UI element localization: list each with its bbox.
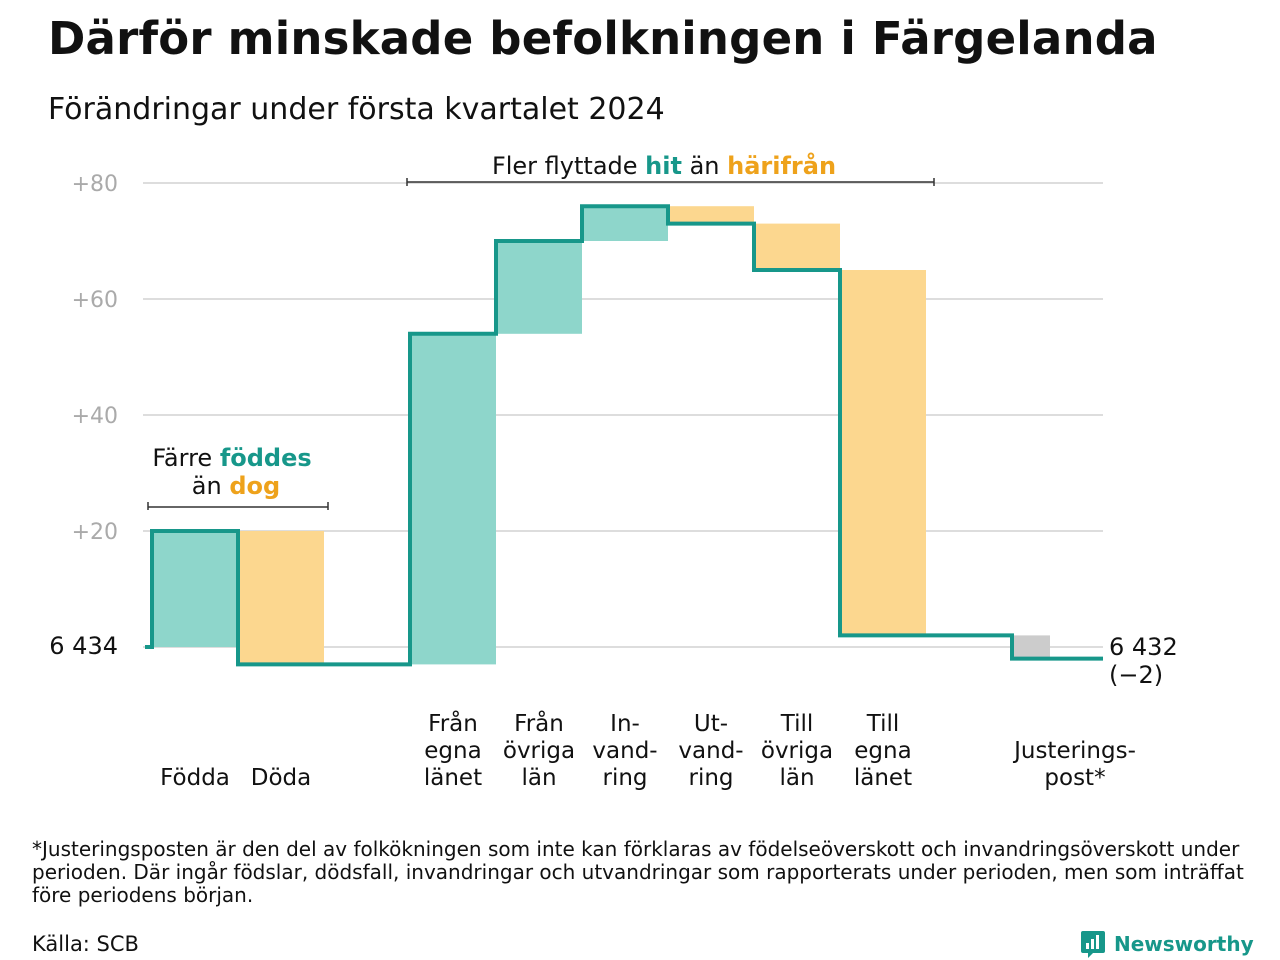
annotation-part: Färre — [152, 444, 220, 472]
category-label: Döda — [251, 765, 311, 791]
y-tick-label: +60 — [72, 288, 118, 313]
category-label: vand- — [592, 738, 657, 764]
annotation-part: föddes — [220, 444, 312, 472]
bar-in — [496, 241, 582, 334]
annotation-part: Fler flyttade — [492, 152, 645, 180]
category-label: Ut- — [694, 711, 728, 737]
category-label: vand- — [678, 738, 743, 764]
start-value-label: 6 434 — [49, 632, 118, 660]
category-label: länet — [424, 765, 482, 791]
brand-name: Newsworthy — [1114, 932, 1254, 956]
bar-out — [668, 206, 754, 224]
chart-subtitle: Förändringar under första kvartalet 2024 — [48, 92, 665, 127]
category-label: län — [521, 765, 556, 791]
category-label: Från — [428, 709, 478, 737]
running-total-line — [145, 204, 1103, 667]
annotation-part: hit — [645, 152, 682, 180]
bar-in — [152, 531, 238, 647]
annotation-part: dog — [229, 472, 280, 500]
category-label: egna — [424, 738, 481, 764]
category-label: post* — [1044, 765, 1105, 791]
brand[interactable]: Newsworthy — [1080, 929, 1254, 959]
running-total-path — [145, 204, 1103, 667]
category-label: län — [779, 765, 814, 791]
bar-out — [754, 223, 840, 270]
bar-in — [582, 206, 668, 241]
annotation-part: än — [192, 472, 230, 500]
end-value-label: 6 432 — [1109, 633, 1178, 661]
annotation-part: härifrån — [727, 151, 836, 180]
page-title: Därför minskade befolkningen i Färgeland… — [48, 12, 1158, 65]
newsworthy-logo-icon — [1081, 931, 1105, 958]
category-label: Födda — [160, 765, 230, 791]
bar-adjust — [1012, 635, 1050, 659]
category-label: egna — [854, 738, 911, 764]
y-tick-label: +80 — [72, 172, 118, 197]
category-label: övriga — [761, 738, 833, 764]
category-label: länet — [854, 765, 912, 791]
moves-bracket — [406, 178, 935, 186]
category-label: Till — [780, 711, 814, 737]
y-tick-label: +20 — [72, 520, 118, 545]
bars — [152, 206, 1050, 665]
category-label: Justerings- — [1012, 738, 1136, 764]
births-bracket — [147, 502, 329, 510]
end-change-label: (−2) — [1109, 661, 1163, 689]
y-tick-label: +40 — [72, 404, 118, 429]
annotation-text: än dog — [192, 472, 280, 500]
source-note: Källa: SCB — [32, 932, 139, 956]
category-label: övriga — [503, 738, 575, 764]
bar-in — [410, 333, 496, 665]
bar-out — [238, 531, 324, 665]
category-label: ring — [688, 765, 733, 791]
bar-out — [840, 270, 926, 636]
category-label: In- — [610, 711, 640, 737]
category-label: Till — [866, 711, 900, 737]
waterfall-chart: +20+40+60+80 Födda DödaFrånegnalänetFrånö… — [49, 151, 1177, 791]
footnote: *Justeringsposten är den del av folkökni… — [32, 837, 1244, 907]
end-values: 6 434 6 432(−2) — [49, 632, 1177, 689]
y-axis-ticks: +20 +40 +60 +80 — [72, 172, 118, 545]
category-label: Från — [514, 709, 564, 737]
category-label: ring — [602, 765, 647, 791]
annotation-part: än — [682, 152, 727, 180]
category-labels: Födda DödaFrånegnalänetFrånövrigalänIn-va… — [160, 709, 1136, 791]
annotation-text: Fler flyttade hit än härifrån — [492, 151, 836, 180]
annotation-text: Färre föddes — [152, 444, 311, 472]
